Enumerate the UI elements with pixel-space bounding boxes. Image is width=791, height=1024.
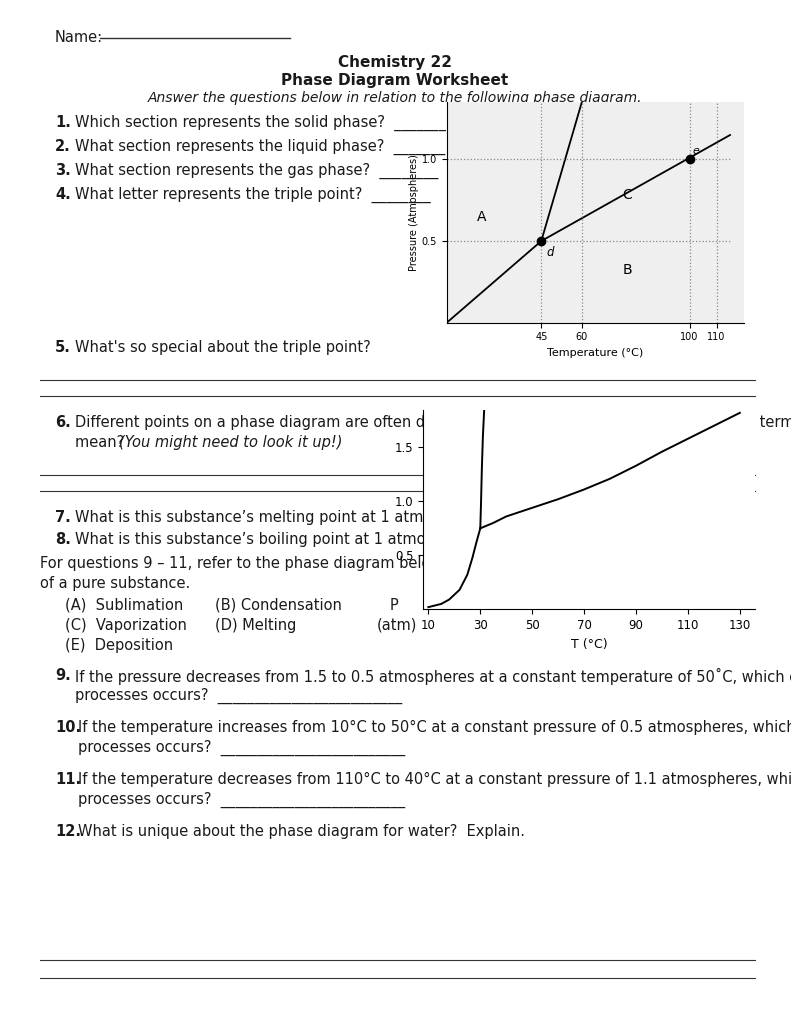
Text: (atm): (atm) — [377, 618, 418, 633]
X-axis label: T (°C): T (°C) — [571, 638, 607, 650]
Text: 3.: 3. — [55, 163, 70, 178]
Text: P: P — [390, 598, 399, 613]
Text: Answer the questions below in relation to the following phase diagram.: Answer the questions below in relation t… — [148, 91, 642, 105]
Text: If the temperature decreases from 110°C to 40°C at a constant pressure of 1.1 at: If the temperature decreases from 110°C … — [78, 772, 791, 787]
Text: 8.: 8. — [55, 532, 71, 547]
Text: Different points on a phase diagram are often described as “at equilibrium.”  Wh: Different points on a phase diagram are … — [75, 415, 791, 430]
X-axis label: Temperature (°C): Temperature (°C) — [547, 348, 643, 357]
Text: d: d — [547, 246, 554, 259]
Text: 12.: 12. — [55, 824, 81, 839]
Text: What letter represents the triple point?  ________: What letter represents the triple point?… — [75, 187, 430, 203]
Text: What section represents the gas phase?  ________: What section represents the gas phase? _… — [75, 163, 438, 179]
Text: B: B — [623, 263, 632, 278]
Text: (E)  Deposition: (E) Deposition — [65, 638, 173, 653]
Text: What is this substance’s boiling point at 1 atmosphere of pressure?  _________: What is this substance’s boiling point a… — [75, 532, 645, 548]
Y-axis label: Pressure (Atmospheres): Pressure (Atmospheres) — [409, 154, 419, 271]
Text: For questions 9 – 11, refer to the phase diagram below: For questions 9 – 11, refer to the phase… — [40, 556, 442, 571]
Text: If the pressure decreases from 1.5 to 0.5 atmospheres at a constant temperature : If the pressure decreases from 1.5 to 0.… — [75, 668, 791, 685]
Text: 10.: 10. — [55, 720, 81, 735]
Text: 6.: 6. — [55, 415, 70, 430]
Text: processes occurs?  _________________________: processes occurs? ______________________… — [78, 792, 405, 808]
Text: What section represents the liquid phase?  _______: What section represents the liquid phase… — [75, 139, 445, 156]
Text: processes occurs?  _________________________: processes occurs? ______________________… — [75, 688, 402, 705]
Text: Which section represents the solid phase?  _______: Which section represents the solid phase… — [75, 115, 446, 131]
Text: e: e — [692, 146, 699, 157]
Text: 1.: 1. — [55, 115, 71, 130]
Text: processes occurs?  _________________________: processes occurs? ______________________… — [78, 740, 405, 756]
Text: 7.: 7. — [55, 510, 70, 525]
Text: (A)  Sublimation: (A) Sublimation — [65, 598, 184, 613]
Text: 9.: 9. — [55, 668, 70, 683]
Text: of a pure substance.: of a pure substance. — [40, 575, 191, 591]
Text: (D) Melting: (D) Melting — [215, 618, 297, 633]
Text: C: C — [623, 188, 633, 203]
Text: (B) Condensation: (B) Condensation — [215, 598, 342, 613]
Text: Phase Diagram Worksheet: Phase Diagram Worksheet — [282, 73, 509, 88]
Text: 11.: 11. — [55, 772, 81, 787]
Text: What's so special about the triple point?: What's so special about the triple point… — [75, 340, 371, 355]
Text: 2.: 2. — [55, 139, 70, 154]
Text: (C)  Vaporization: (C) Vaporization — [65, 618, 187, 633]
Text: If the temperature increases from 10°C to 50°C at a constant pressure of 0.5 atm: If the temperature increases from 10°C t… — [78, 720, 791, 735]
Text: 4.: 4. — [55, 187, 70, 202]
Text: Chemistry 22: Chemistry 22 — [338, 55, 452, 70]
Text: Name:: Name: — [55, 30, 103, 45]
Text: mean?: mean? — [75, 435, 134, 450]
Text: What is this substance’s melting point at 1 atmosphere of pressure?  _________: What is this substance’s melting point a… — [75, 510, 653, 526]
Text: A: A — [477, 210, 486, 223]
Text: (You might need to look it up!): (You might need to look it up!) — [119, 435, 343, 450]
Text: What is unique about the phase diagram for water?  Explain.: What is unique about the phase diagram f… — [78, 824, 525, 839]
Text: 5.: 5. — [55, 340, 71, 355]
